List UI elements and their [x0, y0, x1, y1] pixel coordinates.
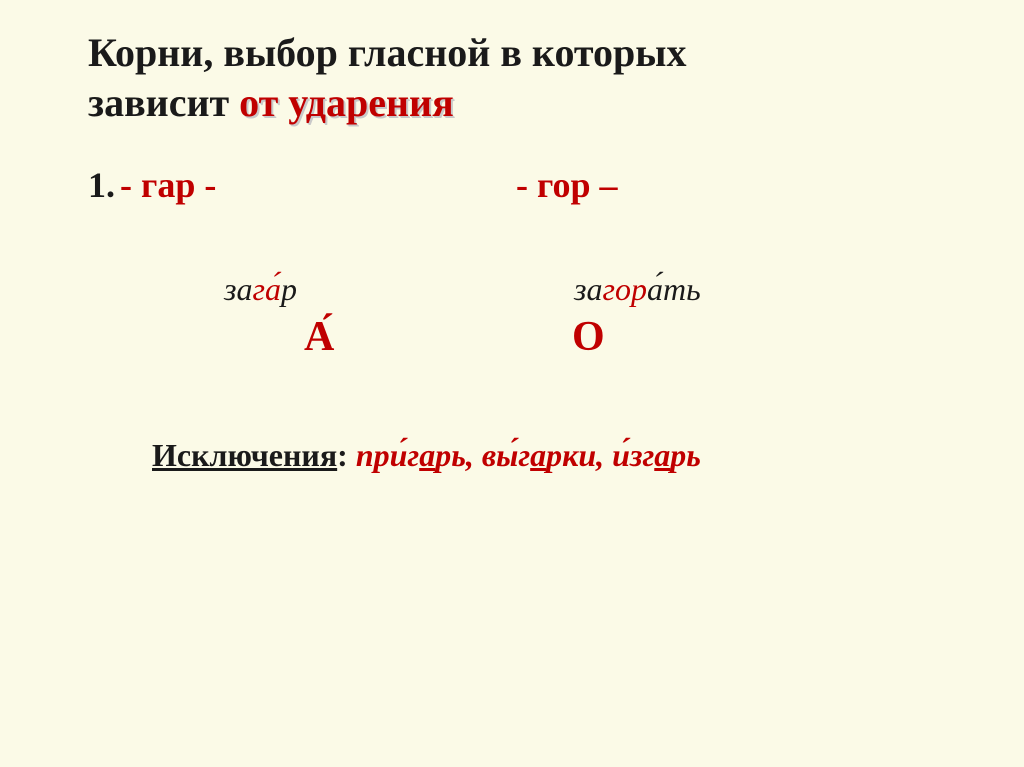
- exc-w2-p2: рки: [546, 437, 596, 473]
- exc-w3-p1: и́зг: [612, 437, 654, 473]
- exc-w1-u: а: [419, 437, 435, 473]
- exc-w1-p2: рь: [435, 437, 466, 473]
- exceptions-colon: :: [337, 437, 356, 473]
- exceptions-label: Исключения: [152, 437, 337, 473]
- example-right: загора́ть: [574, 272, 914, 307]
- root-left: - гар -: [120, 164, 516, 206]
- letters-row: А О: [120, 313, 960, 361]
- example-right-prefix: за: [574, 271, 602, 307]
- root-right: - гор –: [516, 164, 856, 206]
- item-number: 1.: [88, 164, 115, 206]
- roots-row: - гар - - гор –: [120, 164, 960, 206]
- letter-left-char: А: [304, 314, 334, 360]
- letter-left: А: [304, 313, 572, 361]
- title-line-2-emphasis: от ударения: [239, 80, 454, 125]
- example-left-root: га́: [252, 271, 280, 307]
- title-line-2-plain: зависит: [88, 80, 239, 125]
- exc-w2-p1: вы́г: [482, 437, 530, 473]
- exceptions-words: при́гарь, вы́гарки, и́згарь: [356, 437, 701, 473]
- example-right-root: гор: [602, 271, 646, 307]
- example-left-prefix: за: [224, 271, 252, 307]
- example-right-suffix: а́ть: [647, 271, 701, 307]
- exc-sep-2: ,: [596, 437, 612, 473]
- letter-right: О: [572, 313, 772, 361]
- exc-sep-1: ,: [466, 437, 482, 473]
- exc-w3-u: а: [654, 437, 670, 473]
- example-left: зага́р: [224, 272, 574, 307]
- title-line-2: зависит от ударения: [88, 78, 960, 128]
- title-line-1: Корни, выбор гласной в которых: [88, 28, 960, 78]
- examples-row: зага́р загора́ть: [120, 272, 960, 307]
- slide-title: Корни, выбор гласной в которых зависит о…: [88, 28, 960, 128]
- slide: Корни, выбор гласной в которых зависит о…: [0, 0, 1024, 767]
- exc-w2-u: а: [530, 437, 546, 473]
- exc-w1-p1: при́г: [356, 437, 419, 473]
- example-left-suffix: р: [281, 271, 297, 307]
- exc-w3-p2: рь: [670, 437, 701, 473]
- exceptions: Исключения: при́гарь, вы́гарки, и́згарь: [120, 437, 960, 474]
- rule-item: 1. - гар - - гор – зага́р загора́ть А О …: [88, 164, 960, 474]
